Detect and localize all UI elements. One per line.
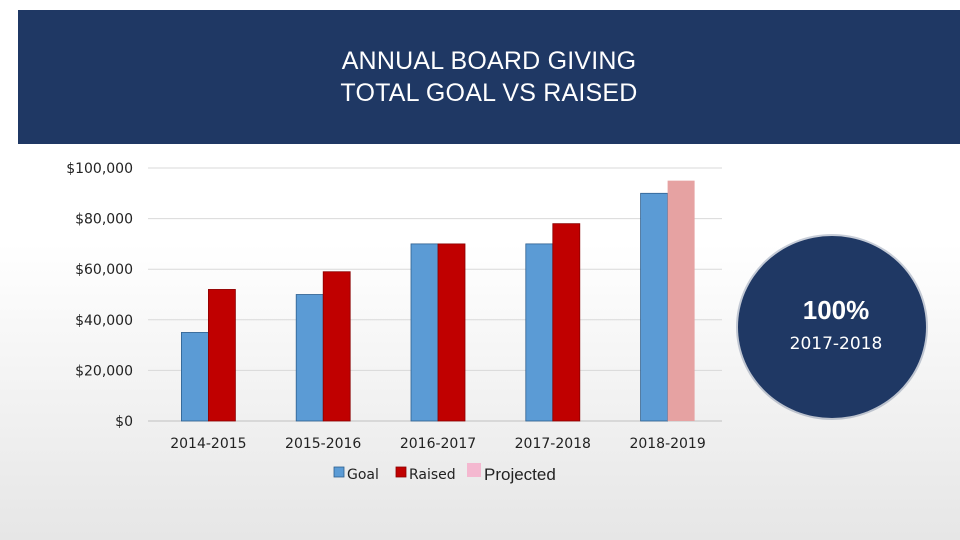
y-tick-label: $60,000 xyxy=(75,262,133,278)
y-tick-label: $0 xyxy=(115,414,133,430)
legend-label-raised: Raised xyxy=(409,467,456,483)
goal-bar xyxy=(410,243,439,422)
raised-bar xyxy=(552,223,581,422)
y-tick-label: $40,000 xyxy=(75,313,133,329)
raised-bar xyxy=(322,271,351,422)
y-tick-label: $20,000 xyxy=(75,363,133,379)
goal-bar xyxy=(640,192,668,422)
x-tick-label: 2016-2017 xyxy=(400,436,476,452)
projected-bar xyxy=(667,180,695,421)
badge-percent: 100% xyxy=(802,294,870,325)
raised-bar xyxy=(437,243,466,422)
goal-bar xyxy=(180,332,209,422)
goal-bar xyxy=(295,294,324,422)
title-line-1: ANNUAL BOARD GIVING xyxy=(341,47,637,75)
legend-label-goal: Goal xyxy=(347,467,379,483)
x-tick-label: 2017-2018 xyxy=(515,436,591,452)
x-tick-label: 2018-2019 xyxy=(629,436,705,452)
completion-badge: 100% 2017-2018 xyxy=(738,236,926,418)
title-line-2: TOTAL GOAL VS RAISED xyxy=(340,79,638,107)
badge-year: 2017-2018 xyxy=(789,333,883,354)
y-tick-label: $80,000 xyxy=(75,212,133,228)
x-tick-label: 2015-2016 xyxy=(285,436,361,452)
x-tick-label: 2014-2015 xyxy=(170,436,246,452)
legend-swatch-projected xyxy=(467,463,481,477)
legend-label-projected: Projected xyxy=(484,465,556,484)
raised-bar xyxy=(207,289,236,422)
y-tick-label: $100,000 xyxy=(66,161,133,177)
title-banner: ANNUAL BOARD GIVING TOTAL GOAL VS RAISED xyxy=(18,10,960,144)
goal-bar xyxy=(525,243,554,422)
legend-swatch-raised xyxy=(395,466,407,478)
legend-swatch-goal xyxy=(333,466,345,478)
